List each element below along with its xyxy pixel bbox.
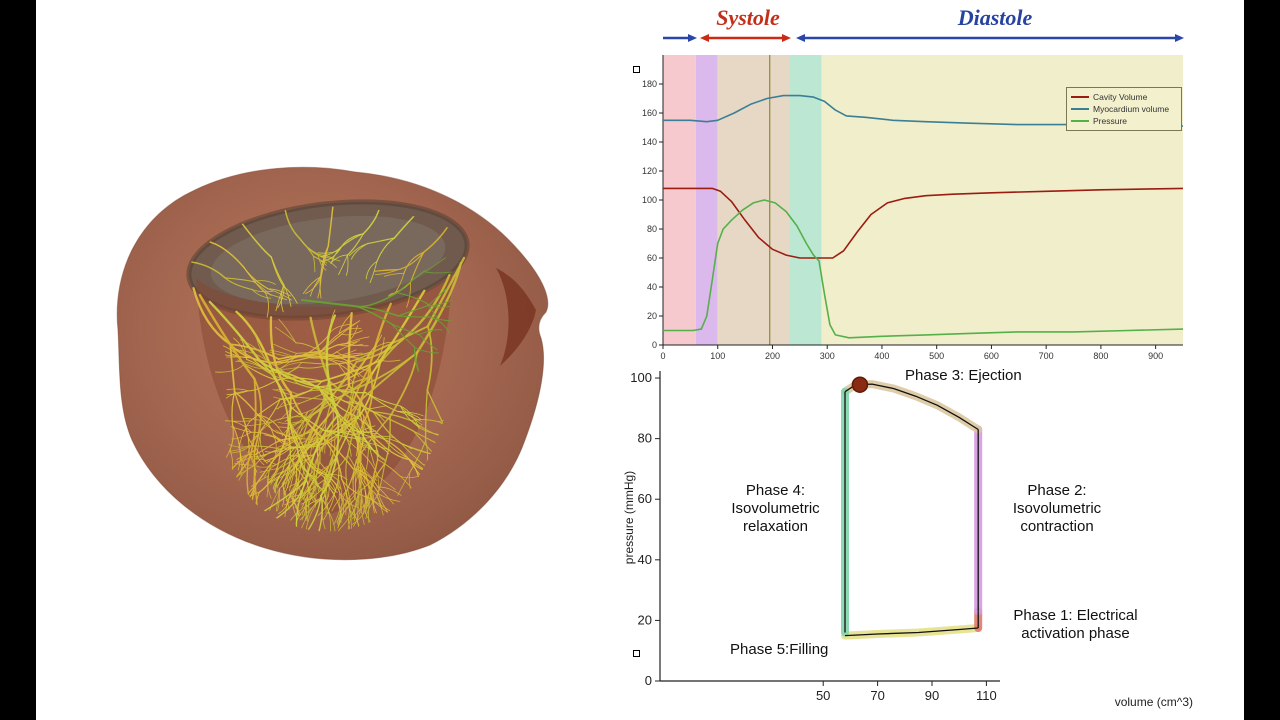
x-tick-label: 300 [820,351,835,360]
pv-x-axis-title: volume (cm^3) [1114,695,1193,709]
legend-item-cavity-volume: Cavity Volume [1071,91,1177,103]
isovolumetric-relaxation-band [790,55,822,345]
x-tick-label: 110 [976,688,997,703]
isovolumetric-contraction-band [695,55,718,345]
chart-legend: Cavity Volume Myocardium volume Pressure [1066,87,1182,131]
x-tick-label: 400 [874,351,889,360]
vascular-tree [186,206,470,532]
x-tick-label: 70 [870,688,884,703]
phase4-isovolumetric-relaxation-label: Phase 4: Isovolumetric relaxation [731,482,820,535]
y-tick-label: 20 [647,311,657,321]
cavity-volume-swatch [1071,96,1089,98]
x-tick-label: 50 [816,688,830,703]
heart-3d-render [116,166,549,561]
legend-label: Pressure [1093,116,1128,126]
x-tick-label: 0 [660,351,665,360]
myocardium-volume-line [663,94,1183,127]
electrical-activation-band [663,55,696,345]
y-tick-label: 0 [645,673,652,688]
myocardium-volume-swatch [1071,108,1089,110]
y-tick-label: 140 [642,137,657,147]
y-tick-label: 100 [630,370,652,385]
y-tick-label: 80 [638,431,652,446]
phase1-electrical-activation-label: Phase 1: Electrical activation phase [1013,607,1138,642]
y-tick-label: 100 [642,195,657,205]
phase-arrows [663,34,1184,42]
y-tick-label: 120 [642,166,657,176]
x-tick-label: 500 [929,351,944,360]
pressure-line [663,199,1184,339]
phase2-isovolumetric-contraction-label: Phase 2: Isovolumetric contraction [1012,482,1102,535]
x-tick-label: 100 [710,351,725,360]
ejection-band [717,55,790,345]
y-tick-label: 160 [642,108,657,118]
plot-handle-icon[interactable] [633,650,640,657]
y-tick-label: 60 [647,253,657,263]
x-tick-label: 900 [1148,351,1163,360]
x-tick-label: 90 [925,688,939,703]
x-tick-label: 600 [984,351,999,360]
x-tick-label: 700 [1039,351,1054,360]
y-tick-label: 40 [638,552,652,567]
y-tick-label: 40 [647,282,657,292]
pv-y-axis-title: pressure (mmHg) [622,470,636,565]
right-letterbox-bar [1244,0,1280,720]
legend-item-myocardium-volume: Myocardium volume [1071,103,1177,115]
wall-cut-face [496,268,536,366]
y-tick-label: 60 [638,491,652,506]
timeseries-chart: 0 20 40 60 80 100 120 140 160 180 0 100 200 300 400 500… [642,55,1184,360]
diastole-heading: Diastole [957,5,1033,30]
legend-label: Myocardium volume [1093,104,1170,114]
phase3-ejection-label: Phase 3: Ejection [905,367,1022,384]
legend-item-pressure: Pressure [1071,115,1177,127]
y-tick-label: 180 [642,79,657,89]
filling-line [844,627,979,637]
y-tick-label: 0 [652,340,657,350]
phase5-filling-label: Phase 5:Filling [730,641,829,658]
current-state-marker [851,376,869,393]
systole-heading: Systole [716,5,780,30]
x-tick-label: 200 [765,351,780,360]
y-tick-label: 80 [647,224,657,234]
plot-handle-icon[interactable] [633,66,640,73]
left-letterbox-bar [0,0,36,720]
legend-label: Cavity Volume [1093,92,1148,102]
y-tick-label: 20 [638,612,652,627]
pressure-swatch [1071,120,1089,122]
x-tick-label: 800 [1093,351,1108,360]
pv-loop-chart: 0 20 40 60 80 100 50 70 90 110 [630,370,1000,703]
cavity-volume-line [663,187,1184,259]
